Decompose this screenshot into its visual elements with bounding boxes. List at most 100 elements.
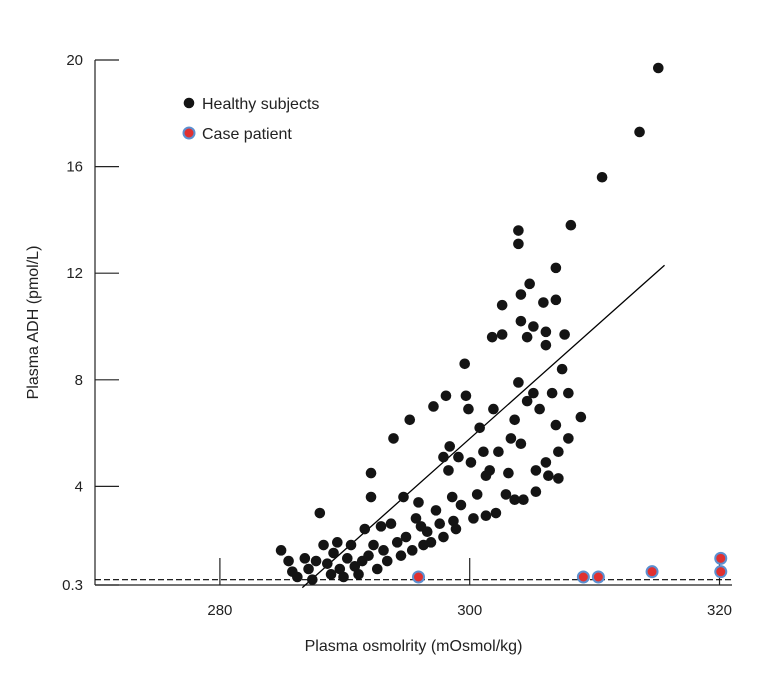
healthy-subject-point bbox=[596, 171, 608, 183]
healthy-subject-point bbox=[325, 569, 337, 580]
healthy-subject-point bbox=[653, 62, 664, 74]
case-patient-point bbox=[714, 551, 728, 565]
healthy-subject-point bbox=[634, 126, 645, 138]
healthy-subject-point bbox=[450, 523, 462, 535]
healthy-subject-point bbox=[404, 414, 416, 426]
healthy-subject-point bbox=[553, 446, 564, 458]
healthy-subject-point bbox=[314, 507, 326, 519]
healthy-subject-point bbox=[359, 523, 371, 535]
healthy-subject-point bbox=[378, 545, 389, 556]
healthy-subject-point bbox=[493, 446, 504, 458]
x-tick-label: 300 bbox=[457, 602, 482, 619]
x-tick-label: 320 bbox=[707, 602, 732, 619]
healthy-subject-point bbox=[563, 387, 574, 399]
healthy-subject-point bbox=[368, 539, 379, 551]
healthy-subject-point bbox=[530, 486, 542, 498]
healthy-subject-point bbox=[513, 225, 524, 236]
healthy-subject-point bbox=[480, 510, 492, 522]
healthy-subject-point bbox=[559, 329, 570, 340]
healthy-subject-point bbox=[550, 262, 562, 274]
healthy-subject-point bbox=[430, 505, 442, 516]
case-patient-point bbox=[576, 570, 590, 584]
healthy-subject-point bbox=[318, 539, 329, 551]
healthy-subject-point bbox=[488, 403, 499, 415]
healthy-subject-point bbox=[328, 547, 339, 559]
healthy-subject-point bbox=[425, 537, 437, 548]
healthy-subject-point bbox=[292, 571, 303, 583]
healthy-subject-point bbox=[521, 331, 533, 343]
case-patient-point bbox=[714, 565, 728, 579]
y-tick-label: 12 bbox=[66, 265, 83, 282]
healthy-subject-point bbox=[334, 563, 346, 575]
healthy-subject-point bbox=[459, 358, 471, 370]
healthy-subject-point bbox=[381, 555, 393, 567]
healthy-subject-point bbox=[391, 537, 403, 548]
healthy-subject-point bbox=[515, 289, 527, 300]
legend-marker-case-patient bbox=[182, 126, 196, 140]
healthy-subject-point bbox=[471, 489, 483, 500]
healthy-subject-point bbox=[550, 419, 562, 431]
healthy-subject-point bbox=[540, 457, 552, 468]
healthy-subject-point bbox=[528, 387, 539, 399]
healthy-subject-point bbox=[338, 571, 349, 583]
y-tick-label: 4 bbox=[75, 478, 83, 495]
healthy-subject-point bbox=[509, 494, 520, 506]
healthy-subject-point bbox=[299, 553, 311, 564]
case-patient-point bbox=[645, 565, 659, 579]
healthy-subject-point bbox=[446, 491, 458, 503]
healthy-subject-point bbox=[563, 433, 574, 444]
healthy-subject-point bbox=[453, 451, 464, 463]
healthy-subject-point bbox=[468, 513, 479, 524]
healthy-subject-point bbox=[509, 414, 520, 426]
healthy-subject-point bbox=[400, 531, 412, 543]
healthy-subject-point bbox=[575, 411, 587, 423]
healthy-subject-point bbox=[413, 497, 424, 508]
legend-label-case-patient: Case patient bbox=[202, 126, 292, 143]
healthy-subjects-points bbox=[275, 62, 664, 585]
healthy-subject-point bbox=[345, 539, 357, 551]
healthy-subject-point bbox=[375, 521, 387, 532]
healthy-subject-point bbox=[500, 489, 512, 500]
y-tick-label: 0.3 bbox=[62, 577, 83, 594]
healthy-subject-point bbox=[513, 377, 524, 388]
healthy-subject-point bbox=[385, 518, 397, 530]
healthy-subject-point bbox=[303, 563, 314, 575]
healthy-subject-point bbox=[496, 299, 508, 311]
x-axis-title: Plasma osmolrity (mOsmol/kg) bbox=[305, 638, 523, 655]
healthy-subject-point bbox=[322, 558, 333, 569]
healthy-subject-point bbox=[363, 550, 374, 561]
axes: 0.3 4 8 12 16 20 280 300 320 bbox=[62, 52, 732, 619]
healthy-subject-point bbox=[490, 507, 502, 519]
y-tick-label: 16 bbox=[66, 159, 83, 176]
healthy-subject-point bbox=[434, 518, 446, 530]
healthy-subject-point bbox=[515, 315, 527, 327]
case-patient-point bbox=[411, 570, 425, 584]
healthy-subject-point bbox=[543, 470, 554, 482]
healthy-subject-point bbox=[438, 451, 449, 463]
healthy-subject-point bbox=[365, 467, 377, 479]
healthy-subject-point bbox=[365, 491, 377, 503]
healthy-subject-point bbox=[484, 465, 495, 476]
healthy-subject-point bbox=[553, 473, 564, 484]
healthy-subject-point bbox=[410, 513, 422, 524]
healthy-subject-point bbox=[283, 555, 294, 567]
healthy-subject-point bbox=[353, 569, 364, 580]
case-patient-point bbox=[591, 570, 605, 584]
healthy-subject-point bbox=[371, 563, 383, 575]
healthy-subject-point bbox=[349, 561, 361, 572]
healthy-subject-point bbox=[515, 438, 527, 450]
healthy-subject-point bbox=[455, 499, 467, 511]
y-tick-label: 8 bbox=[75, 372, 83, 389]
healthy-subject-point bbox=[486, 331, 498, 343]
y-tick-label: 20 bbox=[66, 52, 83, 69]
healthy-subject-point bbox=[440, 390, 452, 402]
healthy-subject-point bbox=[428, 401, 439, 412]
healthy-subject-point bbox=[443, 465, 454, 476]
healthy-subject-point bbox=[332, 537, 343, 548]
healthy-subject-point bbox=[538, 297, 549, 308]
healthy-subject-point bbox=[565, 219, 577, 231]
healthy-subject-point bbox=[534, 403, 545, 415]
healthy-subject-point bbox=[398, 491, 409, 503]
